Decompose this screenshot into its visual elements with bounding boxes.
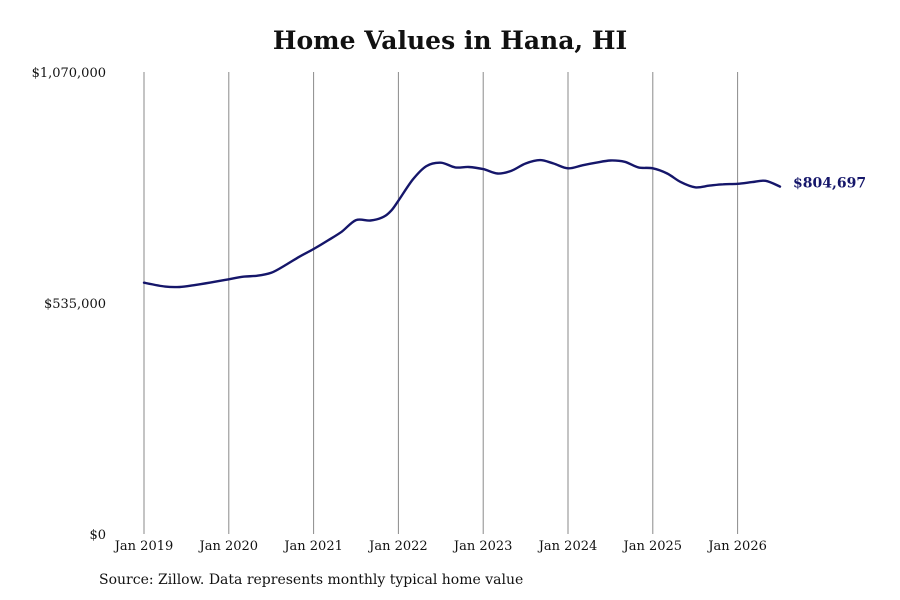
x-tick-label: Jan 2021 xyxy=(282,539,343,554)
chart-title: Home Values in Hana, HI xyxy=(272,26,628,55)
x-tick-label: Jan 2022 xyxy=(367,539,428,554)
x-tick-label: Jan 2025 xyxy=(622,539,683,554)
x-tick-label: Jan 2019 xyxy=(113,539,174,554)
vertical-gridlines xyxy=(143,72,739,534)
y-axis-ticks: $0 $535,000 $1,070,000 xyxy=(32,66,106,543)
source-note: Source: Zillow. Data represents monthly … xyxy=(99,572,524,588)
x-tick-label: Jan 2024 xyxy=(537,539,598,554)
y-tick-label: $1,070,000 xyxy=(32,66,106,81)
home-value-line xyxy=(142,158,782,289)
x-tick-label: Jan 2020 xyxy=(198,539,259,554)
y-tick-label: $0 xyxy=(89,528,106,543)
x-axis-ticks: Jan 2019 Jan 2020 Jan 2021 Jan 2022 Jan 2023… xyxy=(113,539,767,554)
x-tick-label: Jan 2023 xyxy=(452,539,513,554)
x-tick-label: Jan 2026 xyxy=(706,539,767,554)
end-value-label: $804,697 xyxy=(793,176,866,192)
y-tick-label: $535,000 xyxy=(44,297,106,312)
